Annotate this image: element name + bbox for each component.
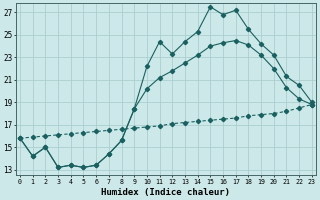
X-axis label: Humidex (Indice chaleur): Humidex (Indice chaleur) (101, 188, 230, 197)
